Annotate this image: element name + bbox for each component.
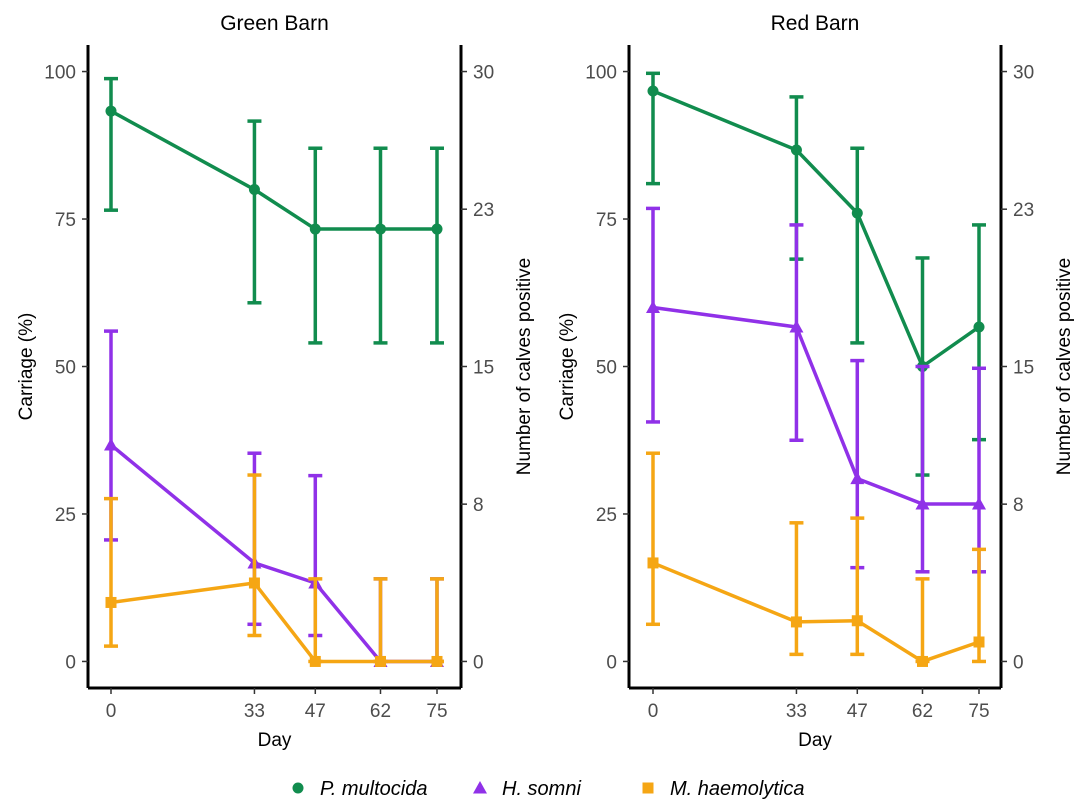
y-tick-label: 0 [606, 652, 617, 673]
series-line [652, 305, 979, 506]
legend: P. multocida H. somni M. haemolytica [292, 778, 805, 800]
data-point [431, 655, 443, 667]
panel-green-barn: Green Barn 0 25 50 75 100 0 8 15 23 30 0 33 47 62 75 Day… [16, 12, 535, 751]
y-tick-label: 100 [44, 63, 76, 84]
series-p-multocida [104, 76, 444, 345]
data-point [374, 655, 386, 667]
y2-tick-label: 8 [1013, 495, 1024, 516]
y2-tick-label: 15 [1013, 358, 1034, 379]
x-axis-title: Day [258, 730, 292, 751]
series-m-haemolytica [104, 473, 444, 667]
y2-tick-label: 30 [473, 63, 494, 84]
y-axis-title: Carriage (%) [16, 313, 37, 421]
legend-marker-m-haemolytica [642, 782, 654, 794]
y2-tick-label: 0 [1013, 652, 1024, 673]
panel-title: Green Barn [220, 12, 329, 35]
data-point [973, 321, 985, 333]
series-p-multocida [646, 71, 986, 477]
data-point [105, 105, 117, 117]
x-tick-label: 47 [305, 701, 326, 722]
legend-label-h-somni: H. somni [502, 778, 581, 800]
y-axis-title: Carriage (%) [557, 313, 578, 421]
data-point [647, 557, 659, 569]
x-tick-label: 0 [648, 701, 659, 722]
y-tick-label: 25 [55, 505, 76, 526]
x-tick-label: 0 [106, 701, 117, 722]
x-tick-label: 33 [244, 701, 265, 722]
y2-tick-label: 23 [1013, 200, 1034, 221]
data-point [104, 437, 118, 451]
data-point [248, 577, 260, 589]
y2-axis-title: Number of calves positive [514, 258, 535, 476]
panel-title: Red Barn [771, 12, 860, 35]
data-point [309, 223, 321, 235]
series-line [652, 89, 981, 369]
y-tick-label: 50 [55, 358, 76, 379]
data-point [790, 144, 802, 156]
y2-tick-label: 15 [473, 358, 494, 379]
x-axis-title: Day [798, 730, 832, 751]
x-tick-label: 75 [426, 701, 447, 722]
series-m-haemolytica [646, 451, 986, 667]
series-h-somni [104, 329, 444, 667]
y-tick-label: 25 [596, 505, 617, 526]
legend-marker-h-somni [473, 781, 487, 794]
y-tick-label: 100 [585, 63, 617, 84]
data-point [790, 616, 802, 628]
x-tick-label: 62 [370, 701, 391, 722]
x-tick-label: 62 [912, 701, 933, 722]
y-tick-label: 75 [55, 210, 76, 231]
data-point [431, 223, 443, 235]
legend-marker-p-multocida [292, 782, 304, 794]
legend-label-m-haemolytica: M. haemolytica [670, 778, 805, 800]
data-point [647, 85, 659, 97]
series-line [652, 561, 980, 664]
data-point [248, 184, 260, 196]
panel-red-barn: Red Barn 0 25 50 75 100 0 8 15 23 30 0 33 47 62 75 Day Ca… [557, 12, 1075, 751]
data-point [850, 471, 865, 485]
data-point [646, 300, 660, 314]
x-tick-label: 33 [786, 701, 807, 722]
series-line [110, 109, 437, 231]
data-point [973, 636, 985, 648]
series-line [110, 581, 437, 664]
data-point [972, 496, 986, 510]
series-line [109, 443, 437, 664]
y2-tick-label: 0 [473, 652, 484, 673]
y2-axis-title: Number of calves positive [1054, 258, 1075, 476]
data-point [309, 655, 321, 667]
data-point [916, 655, 928, 667]
y2-tick-label: 23 [473, 200, 494, 221]
data-point [789, 319, 804, 333]
y-tick-label: 75 [596, 210, 617, 231]
data-point [374, 223, 386, 235]
data-point [915, 496, 930, 510]
data-point [851, 207, 863, 219]
legend-label-p-multocida: P. multocida [320, 778, 427, 800]
data-point [851, 615, 863, 627]
y-tick-label: 50 [596, 358, 617, 379]
y-tick-label: 0 [65, 652, 76, 673]
y2-tick-label: 30 [1013, 63, 1034, 84]
y2-tick-label: 8 [473, 495, 484, 516]
series-h-somni [646, 206, 986, 574]
x-tick-label: 75 [968, 701, 989, 722]
data-point [105, 596, 117, 608]
x-tick-label: 47 [847, 701, 868, 722]
